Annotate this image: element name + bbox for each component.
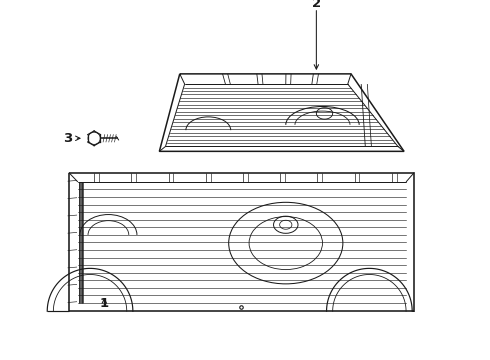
Text: 1: 1	[100, 297, 109, 310]
Text: 2: 2	[312, 0, 321, 10]
Text: 3: 3	[63, 132, 72, 145]
